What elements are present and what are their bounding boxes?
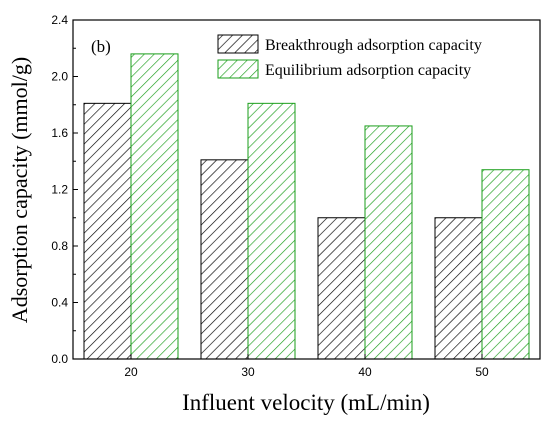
x-tick-label: 20: [124, 365, 138, 379]
bar-equilibrium-20: [130, 53, 179, 360]
y-tick-label: 2.0: [51, 70, 68, 84]
legend: Breakthrough adsorption capacity Equilib…: [217, 34, 482, 79]
y-axis-title: Adsorption capacity (mmol/g): [7, 57, 32, 323]
x-tick-label: 40: [358, 365, 372, 379]
y-axis-ticks: 0.0 0.4 0.8 1.2 1.6 2.0 2.4: [51, 13, 78, 366]
bar-breakthrough-40: [317, 217, 366, 360]
legend-label-equilibrium: Equilibrium adsorption capacity: [265, 62, 471, 79]
y-tick-label: 0.4: [51, 296, 68, 310]
bar-equilibrium-30: [247, 102, 296, 360]
y-tick-label: 2.4: [51, 13, 68, 27]
plot-frame: [72, 19, 541, 360]
bar-breakthrough-20: [83, 102, 132, 360]
bar-breakthrough-30: [200, 159, 249, 360]
legend-swatch-equilibrium: [217, 59, 259, 79]
legend-label-breakthrough: Breakthrough adsorption capacity: [265, 37, 482, 54]
bar-breakthrough-50: [434, 217, 483, 360]
bars-group: [83, 53, 530, 360]
y-tick-label: 1.6: [51, 126, 68, 140]
legend-swatch-breakthrough: [217, 34, 259, 54]
x-axis-title: Influent velocity (mL/min): [182, 390, 430, 415]
x-tick-label: 50: [475, 365, 489, 379]
y-tick-label: 0.0: [51, 352, 68, 366]
panel-label: (b): [91, 37, 111, 56]
y-tick-label: 1.2: [51, 183, 68, 197]
y-tick-label: 0.8: [51, 239, 68, 253]
bar-equilibrium-40: [364, 125, 413, 360]
x-axis-ticks: 20 30 40 50: [124, 354, 489, 379]
x-tick-label: 30: [241, 365, 255, 379]
bar-equilibrium-50: [481, 169, 530, 360]
